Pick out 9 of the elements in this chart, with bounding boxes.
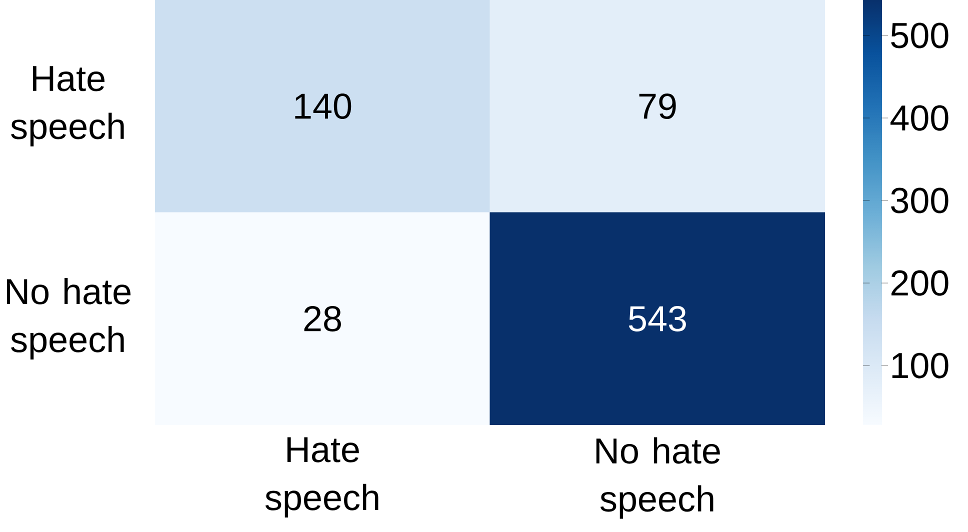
color-bar-label: 200 [891, 270, 948, 296]
data-label: 79 [639, 94, 676, 119]
color-bar-label: 100 [892, 352, 948, 378]
color-bar-label: 300 [891, 188, 948, 214]
color-bar-label: 500 [891, 22, 948, 48]
data-label: 140 [295, 94, 352, 119]
data-label: 28 [304, 306, 341, 332]
color-bar-label: 400 [890, 105, 948, 131]
data-label: 543 [628, 306, 686, 332]
